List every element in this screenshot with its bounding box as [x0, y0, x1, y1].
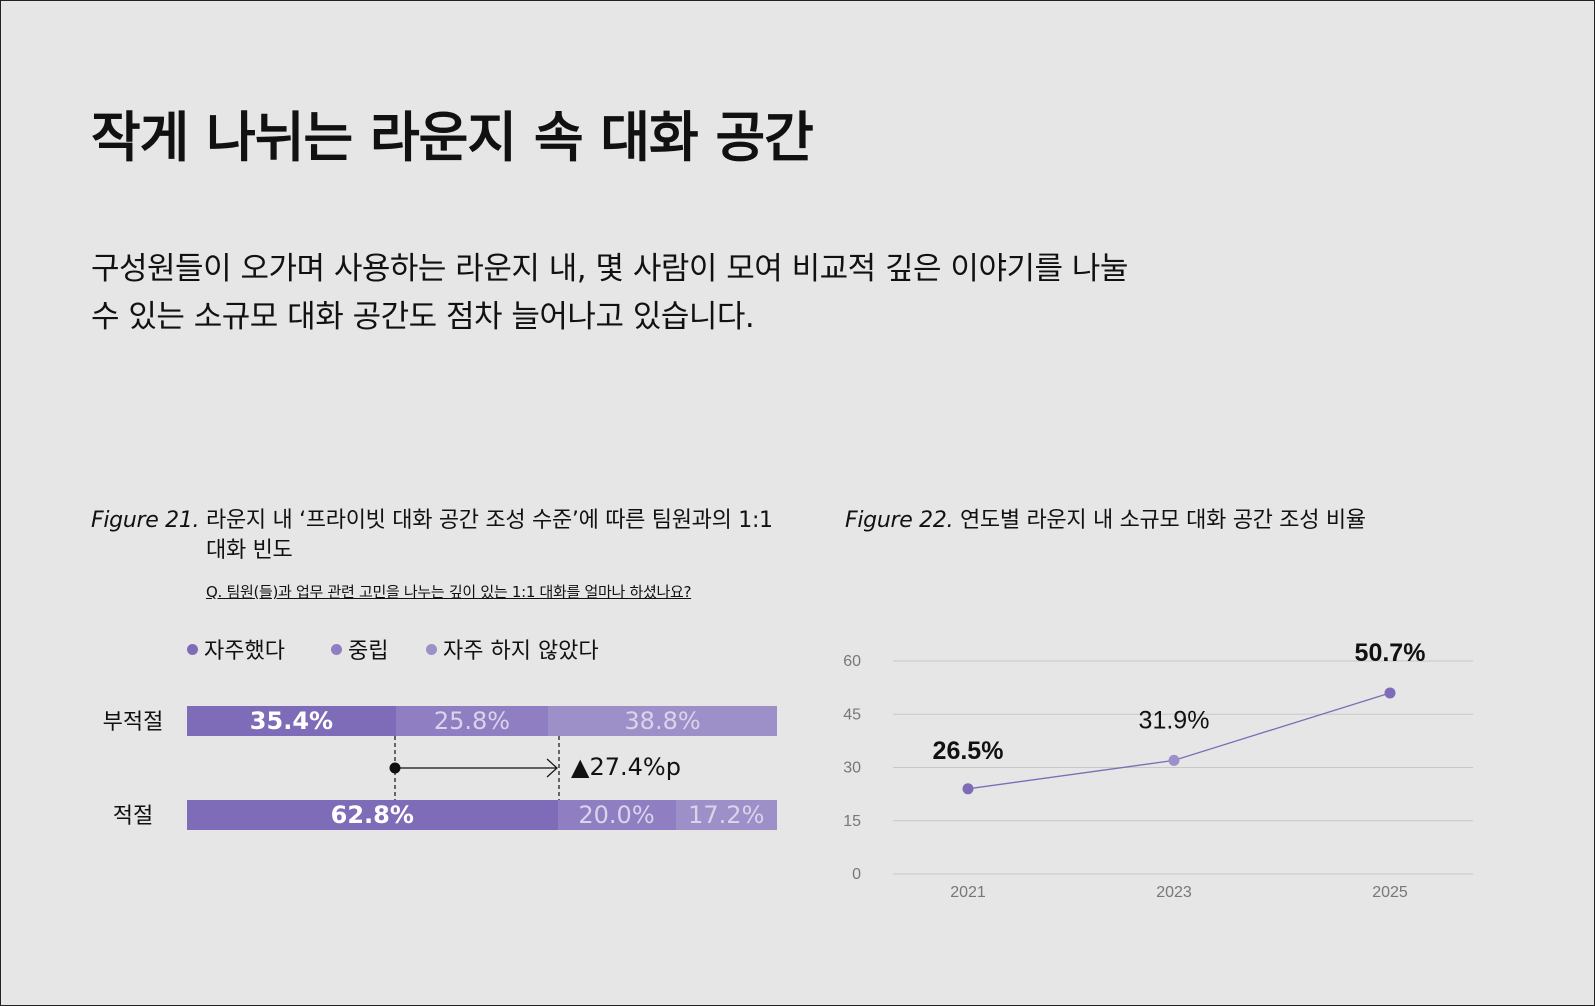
- data-point: [962, 783, 974, 795]
- data-label: 26.5%: [933, 737, 1004, 765]
- bar-segment-appropriate-neutral: 20.0%: [557, 800, 676, 830]
- data-label: 38.8%: [624, 707, 701, 735]
- figure22-caption: Figure 22. 연도별 라운지 내 소규모 대화 공간 조성 비율: [845, 506, 1366, 536]
- bar-segment-inappropriate-rarely: 38.8%: [548, 706, 777, 736]
- legend-item-often: 자주했다: [187, 633, 285, 665]
- data-point: [1384, 687, 1396, 699]
- data-label: 17.2%: [688, 801, 765, 829]
- lead-line-2: 수 있는 소규모 대화 공간도 점차 늘어나고 있습니다.: [91, 299, 755, 335]
- legend-item-neutral: 중립: [331, 633, 388, 665]
- data-label: 62.8%: [330, 801, 414, 829]
- legend-label-rarely: 자주 하지 않았다: [443, 639, 599, 664]
- data-label: 20.0%: [578, 801, 655, 829]
- figure22-number: Figure 22.: [845, 508, 954, 533]
- stacked-bar-appropriate: 62.8% 20.0% 17.2%: [187, 800, 777, 830]
- legend-label-often: 자주했다: [204, 639, 285, 664]
- legend-dot-neutral: [331, 643, 342, 655]
- y-tick-label: 30: [843, 760, 861, 777]
- figure21-question: Q. 팀원(들)과 업무 관련 고민을 나누는 깊이 있는 1:1 대화를 얼마…: [206, 583, 692, 601]
- data-label: 50.7%: [1355, 639, 1426, 667]
- arrow-head-icon: [546, 758, 558, 778]
- stacked-bar-inappropriate: 35.4% 25.8% 38.8%: [187, 706, 777, 736]
- delta-annotation: ▲27.4%p: [571, 753, 681, 781]
- bar-segment-inappropriate-neutral: 25.8%: [395, 706, 549, 736]
- data-label: 31.9%: [1139, 706, 1210, 734]
- delta-arrow-graphic: [389, 736, 560, 800]
- line-chart: 0 15 30 45 60 2021 2023 2025 26.5% 31.9% 50.7%: [843, 639, 1473, 901]
- lead-paragraph: 구성원들이 오가며 사용하는 라운지 내, 몇 사람이 모여 비교적 깊은 이야…: [91, 245, 1181, 341]
- x-tick-label: 2021: [950, 884, 986, 901]
- legend-dot-rarely: [426, 643, 437, 655]
- legend-dot-often: [187, 643, 198, 655]
- bar-segment-appropriate-rarely: 17.2%: [675, 800, 777, 830]
- bar-segment-inappropriate-often: 35.4%: [187, 706, 396, 736]
- y-tick-label: 15: [843, 813, 861, 830]
- data-label: 35.4%: [249, 707, 334, 735]
- bar-row-label-inappropriate: 부적절: [102, 710, 164, 735]
- data-point: [1168, 754, 1180, 766]
- y-tick-label: 60: [843, 653, 861, 670]
- figure21-caption-text: 라운지 내 ‘프라이빗 대화 공간 조성 수준’에 따른 팀원과의 1:1 대화…: [206, 508, 773, 563]
- x-tick-label: 2025: [1372, 884, 1408, 901]
- bar-segment-appropriate-often: 62.8%: [187, 800, 558, 830]
- delta-start-dot: [389, 762, 401, 774]
- lead-line-1: 구성원들이 오가며 사용하는 라운지 내, 몇 사람이 모여 비교적 깊은 이야…: [91, 251, 1128, 287]
- legend-item-rarely: 자주 하지 않았다: [426, 633, 599, 665]
- y-tick-label: 45: [843, 706, 861, 723]
- y-tick-label: 0: [852, 866, 861, 883]
- figure21-caption: Figure 21. 라운지 내 ‘프라이빗 대화 공간 조성 수준’에 따른 …: [91, 506, 773, 563]
- x-tick-label: 2023: [1156, 884, 1192, 901]
- data-label: 25.8%: [433, 707, 511, 735]
- figure21-number: Figure 21.: [91, 508, 200, 533]
- figure22-caption-text: 연도별 라운지 내 소규모 대화 공간 조성 비율: [959, 508, 1366, 533]
- page-title: 작게 나뉘는 라운지 속 대화 공간: [91, 106, 814, 169]
- legend-label-neutral: 중립: [348, 639, 389, 664]
- bar-row-label-appropriate: 적절: [112, 804, 154, 829]
